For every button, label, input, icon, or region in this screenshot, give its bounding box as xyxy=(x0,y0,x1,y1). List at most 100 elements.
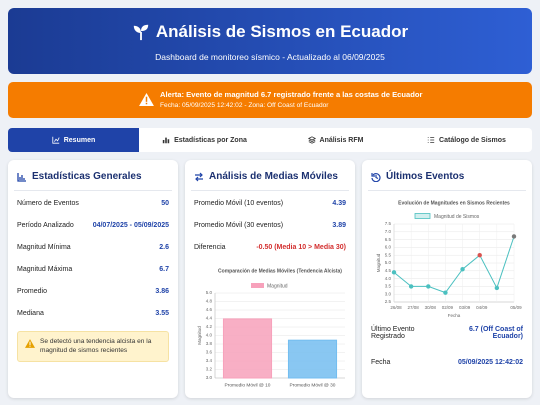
y-tick-label: 6.0 xyxy=(385,245,392,250)
info-row: Magnitud Mínima 2.6 xyxy=(17,244,169,251)
row-label: Último Evento Registrado xyxy=(371,326,415,340)
x-tick-label: 02/09 xyxy=(442,305,454,310)
y-tick-label: 4.4 xyxy=(206,316,213,321)
x-tick-label: 03/09 xyxy=(459,305,471,310)
tab-label: Estadísticas por Zona xyxy=(174,136,247,144)
tab-icon xyxy=(52,136,60,144)
x-tick-label: 27/08 xyxy=(408,305,420,310)
legend-label: Magnitud xyxy=(267,283,288,289)
y-tick-label: 5.0 xyxy=(206,290,213,295)
bar xyxy=(222,318,273,379)
row-value: 3.55 xyxy=(155,310,169,317)
row-label: Fecha xyxy=(371,359,391,366)
info-row: Número de Eventos 50 xyxy=(17,200,169,207)
card-title: Estadísticas Generales xyxy=(32,171,142,182)
point xyxy=(443,290,448,295)
tab-label: Resumen xyxy=(63,136,96,144)
tab[interactable]: Estadísticas por Zona xyxy=(139,128,270,152)
y-tick-label: 2.5 xyxy=(385,299,392,304)
x-tick-label: Promedio Móvil @ 10 xyxy=(225,382,271,388)
tab[interactable]: Resumen xyxy=(8,128,139,152)
line xyxy=(393,236,515,294)
y-tick-label: 7.0 xyxy=(385,229,392,234)
y-tick-label: 3.6 xyxy=(206,350,213,355)
point xyxy=(511,234,517,239)
legend-swatch xyxy=(251,283,264,288)
y-axis-label: Magnitud xyxy=(197,326,202,345)
x-tick-label: 30/08 xyxy=(425,305,437,310)
row-value: 4.39 xyxy=(332,200,346,207)
divider xyxy=(14,190,172,191)
card-icon xyxy=(17,172,26,182)
note-icon xyxy=(25,339,35,348)
y-tick-label: 4.0 xyxy=(385,276,392,281)
tab-icon xyxy=(307,136,316,144)
y-tick-label: 4.8 xyxy=(206,299,213,304)
card-heading: Análisis de Medias Móviles xyxy=(194,171,338,182)
info-row: Mediana 3.55 xyxy=(17,310,169,317)
chart-title: Evolución de Magnitudes en Sismos Recien… xyxy=(398,200,510,206)
y-tick-label: 3.5 xyxy=(385,284,392,289)
info-row: Magnitud Máxima 6.7 xyxy=(17,266,169,273)
y-tick-label: 3.2 xyxy=(206,367,213,372)
page-subtitle: Dashboard de monitoreo sísmico - Actuali… xyxy=(155,52,385,62)
latest-card: Últimos Eventos Último Evento Registrado… xyxy=(362,160,532,398)
info-row: Último Evento Registrado 6.7 (Off Coast o… xyxy=(371,326,523,340)
stats-card: Estadísticas Generales Número de Eventos… xyxy=(8,160,178,398)
card-icon xyxy=(371,172,381,182)
point xyxy=(391,270,397,275)
x-tick-label: Promedio Móvil @ 30 xyxy=(290,382,336,388)
y-tick-label: 5.0 xyxy=(385,260,392,265)
bar xyxy=(287,339,338,379)
y-tick-label: 3.4 xyxy=(206,358,213,363)
header: Análisis de Sismos en Ecuador Dashboard … xyxy=(8,8,532,74)
y-tick-label: 4.2 xyxy=(206,324,213,329)
row-value: 3.86 xyxy=(155,288,169,295)
card-heading: Estadísticas Generales xyxy=(17,171,142,182)
y-tick-label: 3.0 xyxy=(385,291,392,296)
divider xyxy=(368,190,526,191)
row-label: Diferencia xyxy=(194,244,226,251)
card-title: Análisis de Medias Móviles xyxy=(209,171,338,182)
tab[interactable]: Catálogo de Sismos xyxy=(401,128,532,152)
tab-icon xyxy=(162,137,170,144)
card-heading: Últimos Eventos xyxy=(371,171,464,182)
x-axis-label: Fecha xyxy=(448,313,461,318)
header-title-wrap: Análisis de Sismos en Ecuador xyxy=(8,22,532,42)
row-value: 6.7 xyxy=(159,266,169,273)
alert-title: Alerta: Evento de magnitud 6.7 registrad… xyxy=(160,90,423,99)
warning-icon xyxy=(139,93,154,106)
tab[interactable]: Análisis RFM xyxy=(270,128,401,152)
y-tick-label: 3.8 xyxy=(206,341,213,346)
row-label: Período Analizado xyxy=(17,222,74,229)
y-tick-label: 4.0 xyxy=(206,333,213,338)
point xyxy=(460,267,465,272)
y-tick-label: 5.5 xyxy=(385,252,392,257)
row-value: 05/09/2025 12:42:02 xyxy=(458,359,523,366)
page-title: Análisis de Sismos en Ecuador xyxy=(155,22,409,41)
row-value: 50 xyxy=(161,200,169,207)
sprout-icon xyxy=(133,24,149,41)
info-row: Promedio Móvil (30 eventos) 3.89 xyxy=(194,222,346,229)
y-tick-label: 7.5 xyxy=(385,221,392,226)
x-tick-label: 05/09 xyxy=(510,305,522,310)
card-icon xyxy=(195,172,203,181)
row-value: 3.89 xyxy=(332,222,346,229)
y-axis-label: Magnitud xyxy=(376,253,381,272)
info-row: Promedio Móvil (10 eventos) 4.39 xyxy=(194,200,346,207)
chart-title: Comparación de Medias Móviles (Tendencia… xyxy=(218,268,342,274)
tab-label: Catálogo de Sismos xyxy=(439,136,506,144)
row-label: Magnitud Mínima xyxy=(17,244,71,251)
tab-bar: Resumen Estadísticas por Zona Análisis R… xyxy=(8,128,532,152)
row-label: Promedio Móvil (30 eventos) xyxy=(194,222,284,229)
info-row: Fecha 05/09/2025 12:42:02 xyxy=(371,359,523,366)
divider xyxy=(191,190,349,191)
x-tick-label: 04/09 xyxy=(476,305,488,310)
note-text: Se detectó una tendencia alcista en la m… xyxy=(40,338,152,354)
info-row: Promedio 3.86 xyxy=(17,288,169,295)
point xyxy=(408,284,414,289)
point xyxy=(426,284,431,289)
row-label: Promedio xyxy=(17,288,47,295)
